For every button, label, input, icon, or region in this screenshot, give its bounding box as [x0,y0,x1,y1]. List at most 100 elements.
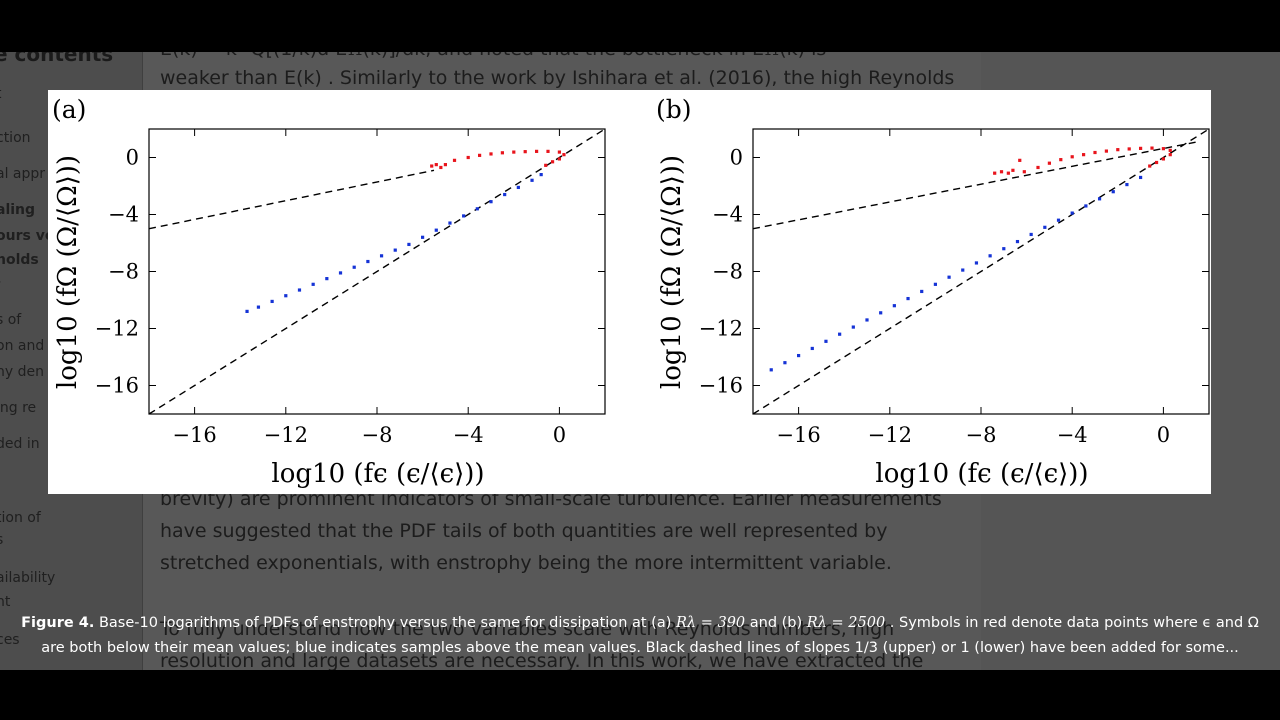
blue-data-point [338,271,343,275]
y-tick-label: −8 [712,260,743,284]
blue-data-point [783,361,787,365]
article-text-line: weaker than E(k) . Similarly to the work… [160,67,955,89]
x-tick-label: −12 [868,423,912,447]
toc-item[interactable]: on and [0,338,45,354]
panel-label: (b) [656,95,692,124]
y-tick-label: −4 [712,203,743,227]
y-tick-label: −16 [699,374,743,398]
red-data-point [1127,147,1131,151]
caption-math: Rλ = 2500 [806,615,886,631]
blue-data-point [325,277,329,281]
blue-data-point [407,242,411,247]
blue-data-point [311,282,315,286]
caption-text: and (b) [749,615,803,631]
figure-svg: −16 −12 −8 −4 0 0 −4 −8 −12 −16 (a) log10 (fϵ (ϵ/⟨ϵ… [52,95,1210,489]
blue-data-point [1029,232,1033,237]
x-tick-label: 0 [553,423,566,447]
red-data-point [1006,171,1010,175]
toc-item[interactable]: nolds [0,252,39,268]
blue-data-point [906,296,910,301]
red-data-point [489,152,493,156]
caption-math: Rλ = 390 [676,615,746,631]
chart-panel-b: −16 −12 −8 −4 0 0 −4 −8 −12 −16 (b) log10 (fϵ (ϵ/⟨ϵ… [656,95,1210,489]
blue-data-point [475,207,479,211]
caption-text: . Symbols in red denote data points wher… [889,615,1259,631]
blue-data-point [865,318,869,322]
toc-item[interactable]: ing re [0,400,37,416]
red-data-point [993,171,997,175]
red-data-point [535,149,539,153]
blue-data-point [810,346,814,351]
toc-item[interactable]: s of [0,312,22,328]
toc-item[interactable]: ces [0,632,20,648]
red-data-point [1148,164,1152,168]
toc-item[interactable]: s [0,530,3,550]
red-data-point [562,153,566,157]
red-data-point [999,170,1004,174]
red-data-point [512,150,516,154]
x-tick-label: −12 [264,423,308,447]
toc-item[interactable]: al appr [0,166,46,182]
article-text-line: stretched exponentials, with enstrophy b… [160,552,892,574]
red-data-point [500,151,504,155]
toc-item[interactable]: nt [0,594,11,610]
red-data-point [1150,146,1154,150]
y-tick-label: 0 [126,146,139,170]
x-tick-label: −16 [776,423,820,447]
figure-image[interactable]: −16 −12 −8 −4 0 0 −4 −8 −12 −16 (a) log10 (fϵ (ϵ/⟨ϵ… [48,90,1211,494]
toc-item[interactable]: ded in [0,436,40,452]
red-data-point [1036,165,1040,170]
blue-data-point [769,368,773,372]
blue-data-point [1084,204,1088,208]
chart-panel-a: −16 −12 −8 −4 0 0 −4 −8 −12 −16 (a) log10 (fϵ (ϵ/⟨ϵ… [52,95,606,489]
toc-item[interactable]: aling [0,202,36,218]
blue-data-point [421,235,425,239]
red-data-point [1116,148,1120,152]
x-tick-label: −8 [362,423,393,447]
caption-line-2: are both below their mean values; blue i… [41,640,1239,656]
red-data-point [1082,153,1086,157]
blue-data-point [920,289,924,294]
top-bar [0,0,1280,52]
panel-label: (a) [52,95,86,124]
blue-data-point [988,254,992,258]
caption-label: Figure 4. [21,615,95,631]
blue-data-point [1043,225,1047,229]
x-tick-label: −4 [1057,423,1088,447]
blue-data-point [284,294,288,298]
toc-title: e contents [0,52,114,66]
toc-item[interactable]: t [0,84,2,104]
red-data-point [1022,170,1026,174]
toc-item[interactable]: ailability [0,570,56,586]
red-data-point [430,164,434,168]
blue-data-point [297,288,302,292]
red-data-point [523,150,527,154]
blue-data-point [530,178,534,182]
red-data-point [1161,147,1165,151]
blue-data-point [1056,218,1061,222]
blue-data-point [974,261,979,265]
toc-item[interactable]: - [0,272,1,292]
blue-data-point [516,185,520,190]
y-tick-label: −16 [95,374,139,398]
x-tick-label: −16 [172,423,216,447]
toc-item[interactable]: hy den [0,364,44,380]
blue-data-point [462,214,466,218]
article-text-line: E(k) = k² Q[(1/k)d E₁₁(k)]/dk, and noted… [160,52,826,60]
y-axis-label: log10 (fΩ (Ω/⟨Ω⟩)) [53,155,83,389]
reference-line [149,129,605,414]
toc-item[interactable]: tion of [0,510,41,526]
red-data-point [1018,158,1022,162]
caption-line-1: Figure 4. Base-10 logarithms of PDFs of … [0,611,1280,636]
red-data-point [466,155,470,160]
blue-data-point [539,173,543,177]
reference-line [753,129,1209,414]
blue-data-point [352,265,356,269]
toc-item[interactable]: ction [0,130,31,146]
y-tick-label: 0 [730,146,743,170]
red-data-point [443,163,447,167]
red-data-point [1161,157,1165,161]
toc-item[interactable]: ours ve [0,228,55,244]
blue-data-point [961,268,965,272]
red-data-point [550,160,555,164]
